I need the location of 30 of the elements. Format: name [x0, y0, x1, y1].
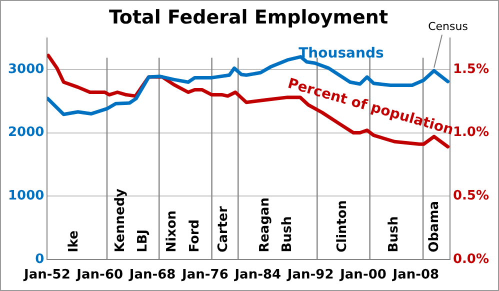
annotation: Clinton — [334, 200, 350, 252]
y2-tick-label: 0.5% — [452, 188, 490, 204]
y-tick-label: 0 — [35, 252, 44, 267]
x-tick-label: Jan-60 — [76, 268, 124, 283]
chart-title: Total Federal Employment — [108, 6, 388, 28]
x-tick-label: Jan-52 — [23, 268, 70, 283]
annotation: LBJ — [135, 229, 150, 252]
x-tick-label: Jan-92 — [286, 268, 334, 283]
x-tick-label: Jan-68 — [128, 268, 176, 283]
y-tick-label: 2000 — [8, 125, 44, 140]
annotation: Bush — [386, 216, 402, 252]
annotation: Ike — [66, 230, 82, 252]
y-tick-label: 1000 — [8, 188, 44, 204]
y2-tick-label: 1.5% — [452, 62, 490, 77]
y-tick-label: 3000 — [8, 62, 44, 77]
annotation: Kennedy — [112, 188, 128, 252]
y2-tick-label: 0.0% — [452, 252, 490, 267]
annotation: Nixon — [164, 210, 180, 252]
annotation: Census — [428, 20, 468, 34]
series-label: Thousands — [298, 46, 384, 62]
annotation: Ford — [187, 219, 202, 252]
x-tick-label: Jan-00 — [339, 268, 386, 283]
annotation: Reagan — [257, 197, 272, 252]
x-tick-label: Jan-84 — [234, 268, 282, 283]
y2-tick-label: 1.0% — [452, 125, 490, 140]
annotation: Obama — [427, 200, 442, 252]
annotation: Carter — [216, 206, 231, 252]
annotation: Bush — [280, 216, 296, 252]
x-tick-label: Jan-76 — [181, 268, 228, 283]
x-tick-label: Jan-08 — [392, 268, 440, 283]
